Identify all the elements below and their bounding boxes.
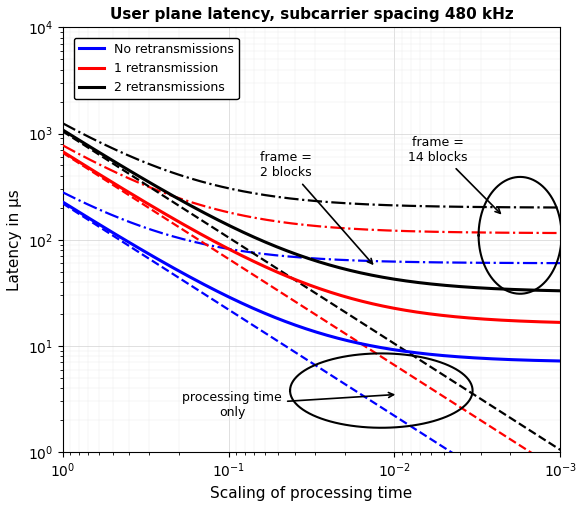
Text: frame =
14 blocks: frame = 14 blocks: [408, 136, 500, 213]
Text: processing time
only: processing time only: [182, 391, 394, 419]
Title: User plane latency, subcarrier spacing 480 kHz: User plane latency, subcarrier spacing 4…: [110, 7, 513, 22]
Text: frame =
2 blocks: frame = 2 blocks: [260, 151, 373, 264]
Y-axis label: Latency in μs: Latency in μs: [7, 189, 22, 291]
X-axis label: Scaling of processing time: Scaling of processing time: [210, 486, 413, 501]
Legend: No retransmissions, 1 retransmission, 2 retransmissions: No retransmissions, 1 retransmission, 2 …: [74, 38, 239, 99]
